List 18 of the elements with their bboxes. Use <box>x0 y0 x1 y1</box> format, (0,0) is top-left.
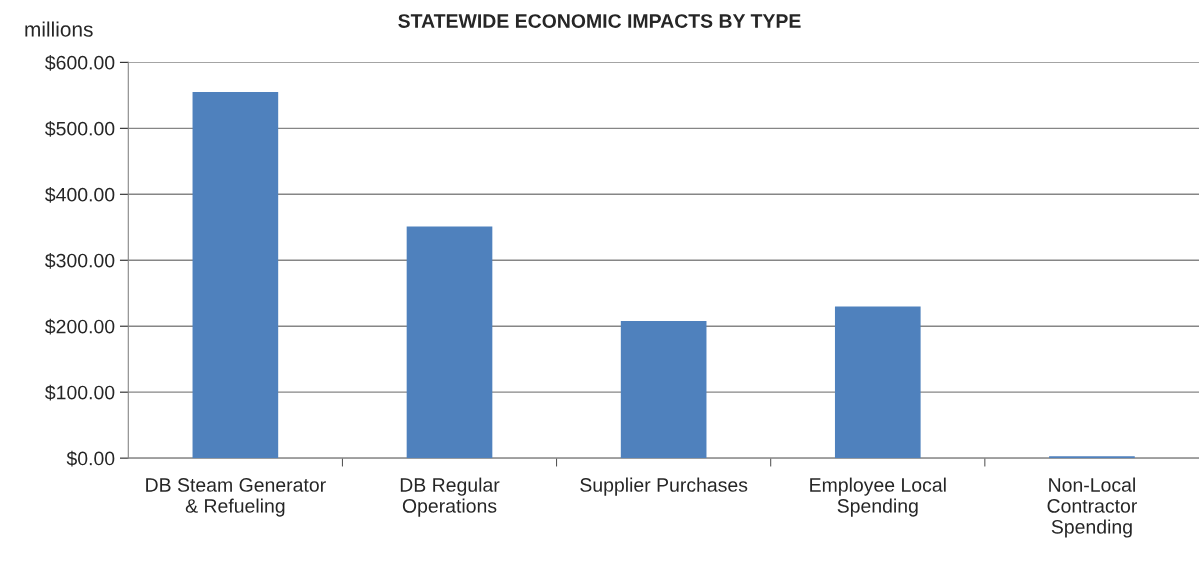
chart-title: STATEWIDE ECONOMIC IMPACTS BY TYPE <box>398 14 801 28</box>
y-tick-label: $300.00 <box>45 252 115 269</box>
y-tick-label: $100.00 <box>45 384 115 401</box>
x-tick-label: Supplier Purchases <box>580 477 748 496</box>
x-tick-label: DB Steam Generator & Refueling <box>146 478 326 517</box>
x-tick-label: Non-Local Contractor Spending <box>1047 477 1137 538</box>
y-tick-label: $500.00 <box>45 120 115 137</box>
y-axis-title: millions <box>25 21 93 37</box>
y-tick-label: $600.00 <box>45 55 115 71</box>
y-tick-label: $200.00 <box>45 318 115 335</box>
x-tick-label: Employee Local Spending <box>810 477 946 517</box>
bar <box>192 92 279 459</box>
y-tick-label: $0.00 <box>66 450 115 467</box>
y-tick-label: $400.00 <box>45 186 115 203</box>
x-tick-label: DB Regular Operations <box>400 477 500 517</box>
bar <box>834 306 921 459</box>
bar <box>406 226 493 459</box>
bar <box>620 320 707 459</box>
